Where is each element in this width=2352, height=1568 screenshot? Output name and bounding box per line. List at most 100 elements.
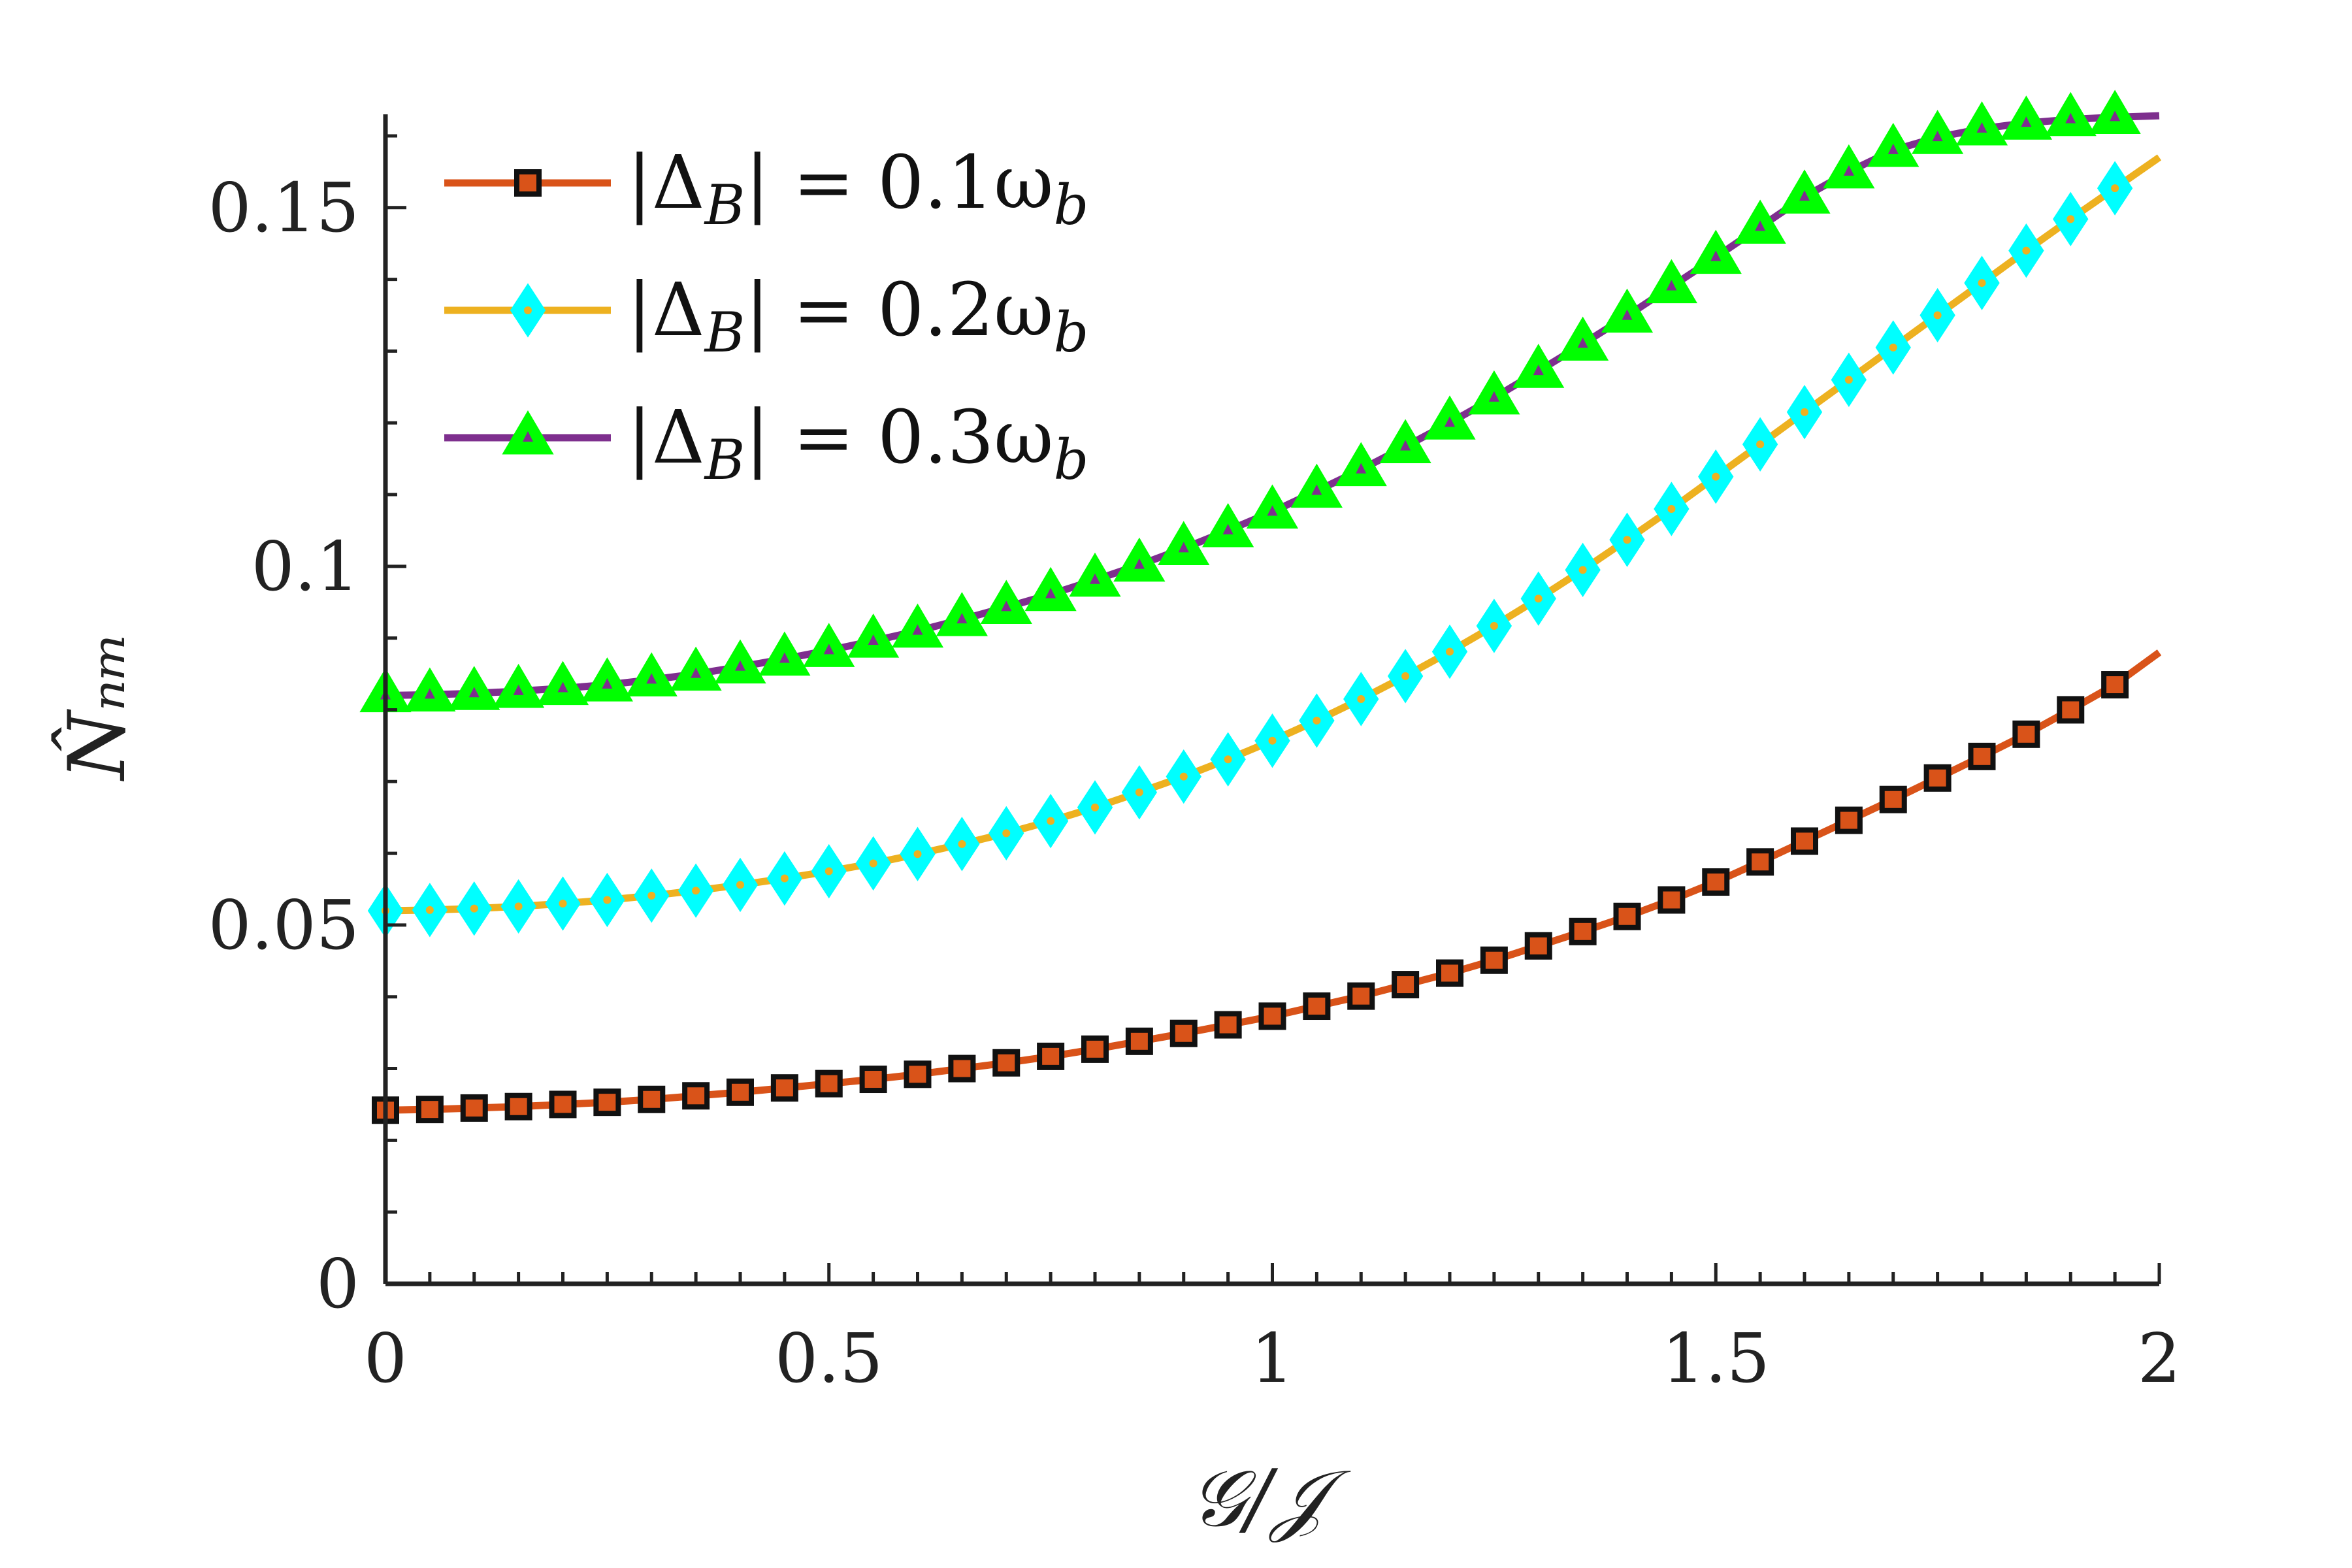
legend-text-part: |Δ xyxy=(627,268,705,353)
data-point xyxy=(1480,946,1508,974)
data-point-core xyxy=(958,840,966,848)
data-point-core xyxy=(1712,472,1720,481)
data-point xyxy=(992,1049,1021,1077)
data-point xyxy=(1081,1035,1109,1063)
data-point xyxy=(904,1060,932,1088)
data-point xyxy=(770,1074,798,1102)
data-point-core xyxy=(1267,505,1278,516)
data-point-core xyxy=(956,613,968,624)
data-point-core xyxy=(1756,440,1765,449)
series-1 xyxy=(372,649,2162,1124)
data-point-core xyxy=(1313,716,1321,725)
data-point-core xyxy=(1623,536,1631,544)
legend-subscript: B xyxy=(704,301,745,365)
data-point xyxy=(682,1082,710,1110)
data-point-core xyxy=(514,902,523,911)
data-point xyxy=(1569,917,1597,945)
data-point xyxy=(504,1092,532,1120)
data-point-core xyxy=(736,881,744,889)
legend-text-part: |Δ xyxy=(627,395,705,480)
data-point-core xyxy=(1224,755,1232,764)
legend-label: |ΔB| = 0.1ωb xyxy=(627,140,1088,237)
data-point-core xyxy=(470,904,478,913)
data-point xyxy=(460,1094,488,1122)
data-point xyxy=(593,1088,621,1117)
data-point xyxy=(1392,971,1420,999)
data-point-core xyxy=(1400,440,1411,451)
data-point-core xyxy=(1311,484,1322,495)
data-point-core xyxy=(646,673,657,684)
data-point-core xyxy=(1755,220,1766,231)
legend-entry-1: |ΔB| = 0.1ωb xyxy=(444,140,1088,237)
data-point-core xyxy=(603,896,612,904)
data-point xyxy=(1347,982,1375,1010)
legend-marker-core xyxy=(524,306,532,314)
data-point-core xyxy=(1666,280,1677,291)
data-point-core xyxy=(1222,523,1233,534)
data-point xyxy=(948,1054,976,1083)
legend-text-part: | = 0.3ω xyxy=(745,395,1053,480)
data-point-core xyxy=(1135,788,1143,796)
data-point xyxy=(1303,992,1331,1021)
data-point-core xyxy=(1533,365,1544,376)
data-point-core xyxy=(1578,566,1587,574)
series-2 xyxy=(367,154,2162,938)
data-point xyxy=(2101,671,2129,699)
data-point-core xyxy=(869,859,877,868)
data-point-core xyxy=(868,634,879,645)
data-point xyxy=(1258,1002,1286,1030)
data-point-core xyxy=(2065,112,2076,123)
data-point-core xyxy=(1091,803,1099,811)
data-point-core xyxy=(1446,647,1454,656)
data-point xyxy=(1125,1027,1153,1055)
data-point-core xyxy=(825,867,833,875)
data-point-core xyxy=(1534,595,1543,603)
data-point xyxy=(1791,827,1818,855)
x-tick-label: 2 xyxy=(2138,1318,2181,1398)
data-point-core xyxy=(1577,337,1588,348)
legend-marker xyxy=(514,169,542,197)
data-point-core xyxy=(424,688,435,699)
data-point-core xyxy=(1401,672,1410,680)
data-point-core xyxy=(913,850,922,858)
data-point-core xyxy=(1622,309,1633,320)
data-point-core xyxy=(1178,542,1189,553)
data-point xyxy=(549,1090,577,1119)
data-point-core xyxy=(1445,416,1455,427)
data-point xyxy=(638,1085,666,1113)
data-point-core xyxy=(912,624,923,635)
data-point xyxy=(859,1066,887,1094)
x-axis-label: 𝒢/𝒥 xyxy=(1190,1454,1352,1544)
y-tick-label: 0.15 xyxy=(208,168,359,248)
legend-text-part: | = 0.1ω xyxy=(745,140,1053,225)
data-point-core xyxy=(780,874,789,883)
data-point xyxy=(1968,742,1996,770)
data-point xyxy=(1436,959,1463,987)
legend-subscript: B xyxy=(704,173,745,237)
data-point xyxy=(1214,1011,1242,1039)
data-point-core xyxy=(1045,587,1056,598)
data-point-core xyxy=(1047,817,1055,825)
data-point xyxy=(2012,720,2040,748)
legend: |ΔB| = 0.1ωb|ΔB| = 0.2ωb|ΔB| = 0.3ωb xyxy=(444,140,1088,492)
data-point-core xyxy=(823,644,834,655)
y-axis-label: N̂ₙₘ xyxy=(51,631,143,781)
data-point-core xyxy=(425,906,434,914)
series-3 xyxy=(359,90,2160,713)
data-point xyxy=(1702,868,1730,896)
data-point-core xyxy=(691,667,702,678)
legend-subscript: b xyxy=(1054,301,1089,365)
data-point-core xyxy=(1710,250,1722,261)
data-point-core xyxy=(1134,558,1145,569)
y-tick-label: 0.05 xyxy=(208,885,359,965)
data-point-core xyxy=(1801,408,1808,416)
legend-label: |ΔB| = 0.2ωb xyxy=(627,268,1088,365)
data-point-core xyxy=(692,887,700,895)
data-point-core xyxy=(1667,504,1676,513)
data-point-core xyxy=(513,684,524,695)
data-point xyxy=(1658,886,1686,914)
data-point-core xyxy=(1002,829,1011,838)
data-point xyxy=(1923,764,1952,792)
data-point-core xyxy=(1268,736,1277,745)
